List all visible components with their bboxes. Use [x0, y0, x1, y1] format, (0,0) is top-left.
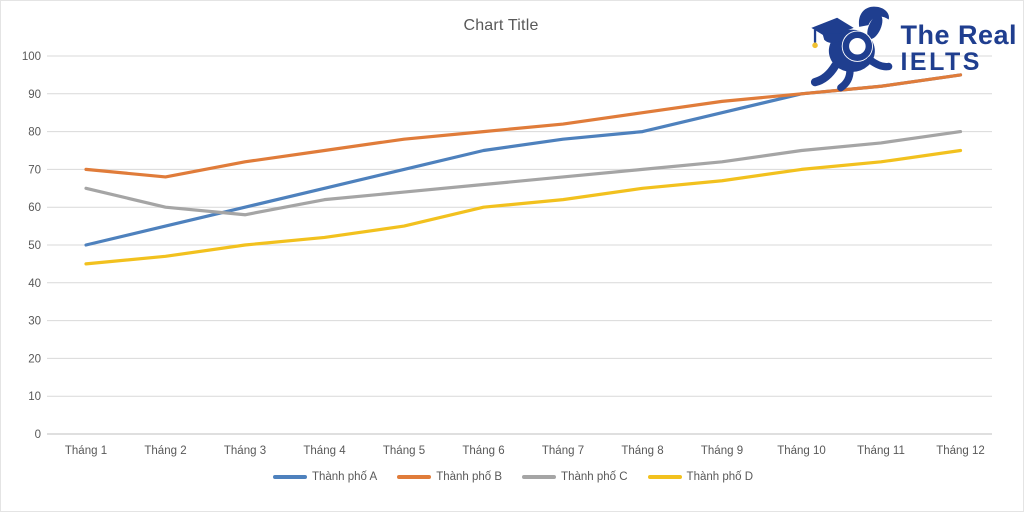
y-tick-label-0: 0: [35, 429, 41, 441]
x-tick-label-4: Tháng 4: [303, 445, 346, 457]
legend-label: Thành phố C: [561, 471, 628, 483]
x-tick-label-11: Tháng 11: [857, 445, 905, 457]
y-tick-label-20: 20: [28, 353, 41, 365]
legend-line-marker: [522, 475, 557, 479]
legend-label: Thành phố A: [311, 471, 378, 483]
y-tick-label-30: 30: [28, 316, 41, 328]
legend-item-1: Thành phố A: [272, 471, 378, 483]
legend-line-marker: [272, 475, 307, 479]
legend-item-3: Thành phố C: [522, 471, 628, 483]
logo-text-line1: The Real: [900, 20, 1017, 51]
series-line-3: [84, 130, 963, 217]
logo-text-line2: IELTS: [900, 48, 982, 77]
x-tick-label-7: Tháng 7: [542, 445, 584, 457]
y-tick-label-40: 40: [28, 278, 41, 290]
legend-item-2: Thành phố B: [397, 471, 502, 483]
series-line-4: [84, 148, 963, 266]
series-line-1: [84, 73, 963, 247]
legend-label: Thành phố D: [686, 471, 754, 483]
legend-label: Thành phố B: [436, 471, 503, 483]
x-tick-label-3: Tháng 3: [224, 445, 266, 457]
x-tick-label-2: Tháng 2: [144, 445, 186, 457]
x-tick-label-1: Tháng 1: [65, 445, 107, 457]
x-tick-label-8: Tháng 8: [621, 445, 663, 457]
y-tick-label-10: 10: [28, 391, 41, 403]
legend-item-4: Thành phố D: [647, 471, 754, 483]
y-tick-label-80: 80: [28, 127, 41, 139]
y-tick-label-70: 70: [28, 164, 41, 176]
legend-line-marker: [647, 475, 682, 479]
series-line-2: [84, 73, 963, 179]
the-real-ielts-logo: The Real IELTS: [804, 3, 1017, 95]
logo-text: The Real IELTS: [900, 22, 1017, 75]
x-tick-label-12: Tháng 12: [936, 445, 985, 457]
mascot-rabbit-icon: [811, 6, 893, 92]
x-tick-label-5: Tháng 5: [383, 445, 425, 457]
chart-title: Chart Title: [463, 17, 539, 34]
y-tick-label-60: 60: [28, 202, 41, 214]
y-tick-label-90: 90: [28, 89, 41, 101]
x-tick-label-10: Tháng 10: [777, 445, 826, 457]
y-tick-label-50: 50: [28, 240, 41, 252]
y-tick-label-100: 100: [22, 51, 41, 63]
legend-line-marker: [397, 475, 432, 479]
x-tick-label-6: Tháng 6: [462, 445, 504, 457]
chart-legend: Thành phố A Thành phố B Thành phố C Thành p…: [1, 471, 1023, 483]
x-tick-label-9: Tháng 9: [701, 445, 743, 457]
